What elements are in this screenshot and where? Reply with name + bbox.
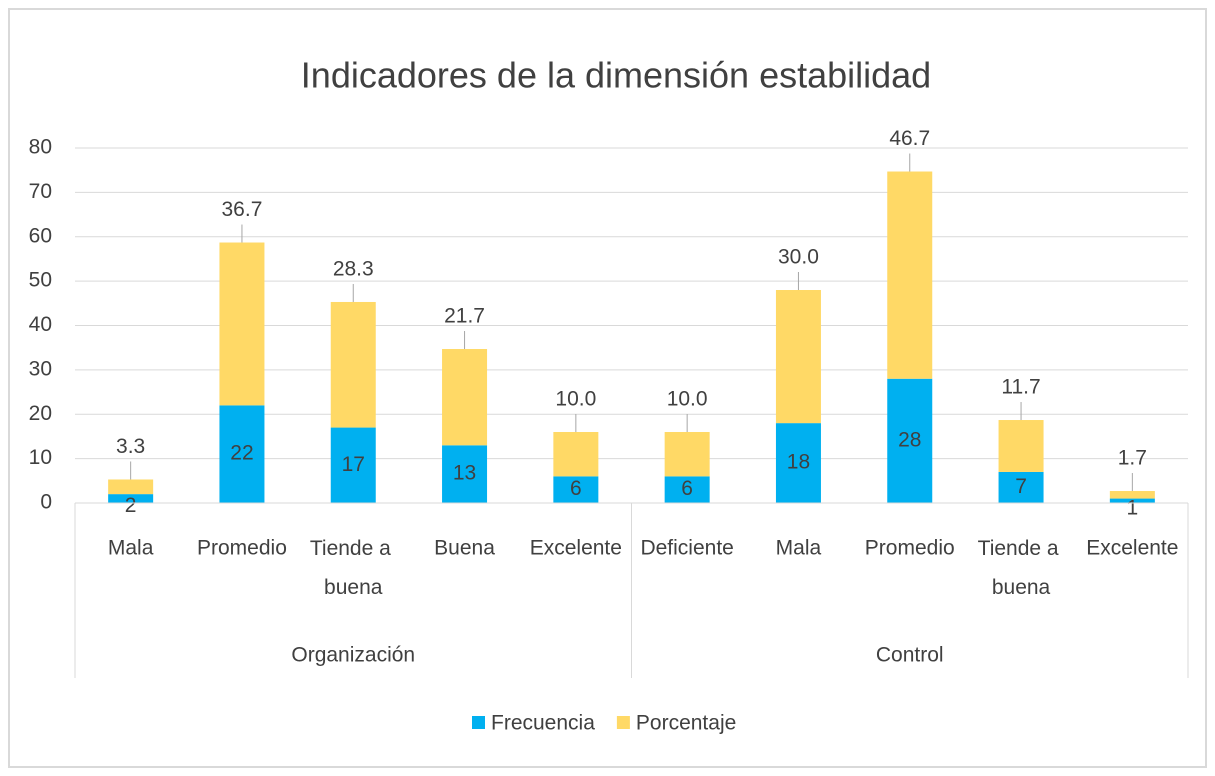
bar-segment <box>442 349 488 446</box>
bar-segment <box>219 242 265 406</box>
legend-swatch <box>616 716 630 729</box>
y-tick-label: 70 <box>29 180 52 203</box>
x-tick-label: Tiende a buena <box>978 537 1065 599</box>
y-tick-label: 10 <box>29 446 52 469</box>
data-label: 46.7 <box>889 127 930 150</box>
bar-segment <box>664 432 710 477</box>
y-tick-label: 60 <box>29 224 52 247</box>
bar-segment <box>330 301 376 428</box>
bar-segment <box>775 423 821 503</box>
x-tick-label: Excelente <box>530 537 622 560</box>
x-tick-label: Excelente <box>1086 537 1178 560</box>
data-label: 17 <box>342 453 365 476</box>
data-label: 2 <box>125 494 137 517</box>
data-label: 1.7 <box>1118 447 1147 470</box>
bar-segment <box>998 420 1044 472</box>
bar-segment <box>775 290 821 424</box>
data-label: 28.3 <box>333 258 374 281</box>
data-label: 30.0 <box>778 246 819 269</box>
bar-segment <box>887 378 933 503</box>
legend-swatch <box>472 716 485 729</box>
bar-segment <box>330 427 376 503</box>
data-label: 10.0 <box>555 388 596 411</box>
x-tick-label: Mala <box>776 537 822 560</box>
legend-label: Frecuencia <box>491 712 595 735</box>
bar-segment <box>553 432 599 477</box>
data-label: 3.3 <box>116 435 145 458</box>
x-tick-label: Tiende a buena <box>310 537 397 599</box>
data-label: 6 <box>570 477 582 500</box>
bar-segment <box>219 405 265 503</box>
y-tick-label: 80 <box>29 136 52 159</box>
chart-border <box>8 8 1207 768</box>
data-label: 1 <box>1127 496 1139 519</box>
bar-segment <box>553 476 599 503</box>
y-tick-label: 0 <box>40 491 52 514</box>
data-label: 13 <box>453 462 476 485</box>
chart-title: Indicadores de la dimensión estabilidad <box>301 55 931 96</box>
y-tick-label: 50 <box>29 269 52 292</box>
group-label: Control <box>876 644 944 667</box>
data-label: 22 <box>230 442 253 465</box>
data-label: 28 <box>898 428 921 451</box>
bar-segment <box>108 494 154 503</box>
bar-segment <box>998 471 1044 503</box>
data-label: 11.7 <box>1001 376 1040 399</box>
bar-segment <box>1109 498 1155 503</box>
y-tick-label: 20 <box>29 402 52 425</box>
x-tick-label: Deficiente <box>640 537 733 560</box>
y-tick-label: 40 <box>29 313 52 336</box>
bar-segment <box>1109 491 1155 499</box>
bar-segment <box>887 171 933 379</box>
data-label: 10.0 <box>667 388 708 411</box>
y-tick-label: 30 <box>29 357 52 380</box>
x-tick-label: Promedio <box>865 537 955 560</box>
data-label: 6 <box>681 477 693 500</box>
data-label: 18 <box>787 451 810 474</box>
bar-segment <box>108 479 154 495</box>
data-label: 21.7 <box>444 305 485 328</box>
x-tick-label: Mala <box>108 537 154 560</box>
bar-segment <box>664 476 710 503</box>
x-tick-label: Promedio <box>197 537 287 560</box>
x-tick-label: Buena <box>434 537 495 560</box>
legend-label: Porcentaje <box>636 712 736 735</box>
group-label: Organización <box>291 644 415 667</box>
data-label: 36.7 <box>222 198 263 221</box>
data-label: 7 <box>1015 475 1027 498</box>
bar-segment <box>442 445 488 503</box>
